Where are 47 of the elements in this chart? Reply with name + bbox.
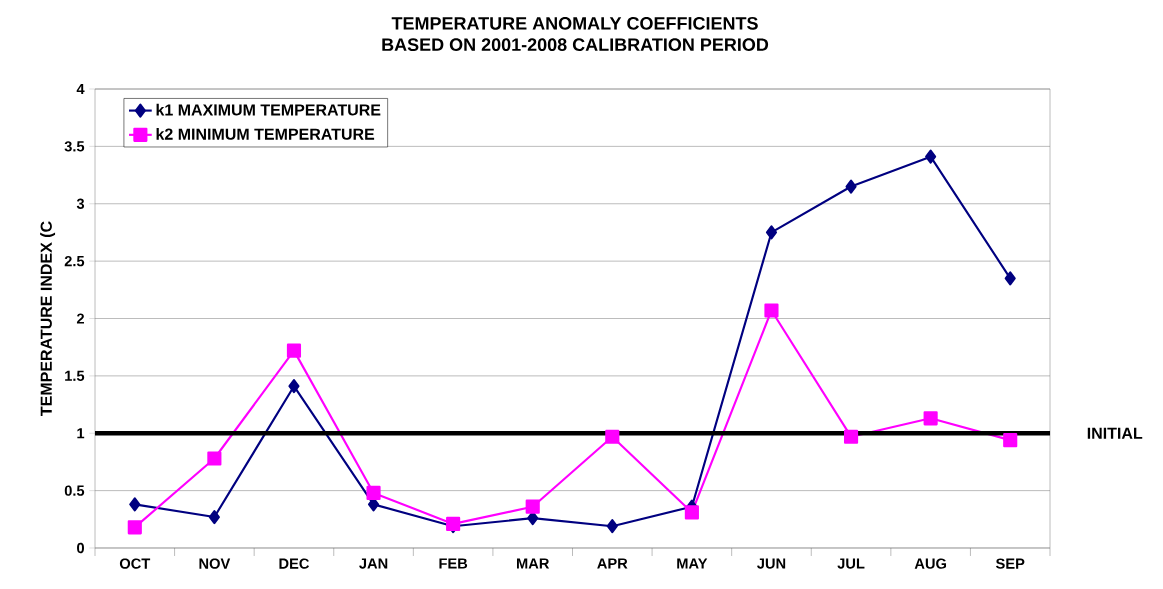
point (127, 520, 142, 535)
x-tick-label: MAY (677, 558, 708, 569)
point (366, 485, 381, 500)
x-tick-label: NOV (199, 558, 231, 569)
point (288, 379, 300, 394)
point (764, 303, 779, 318)
legend-label: k1 MAXIMUM TEMPERATURE (156, 103, 381, 116)
x-tick-label: APR (597, 558, 628, 569)
point (208, 509, 220, 525)
x-tick-label: JUL (837, 558, 865, 569)
point (207, 451, 222, 466)
point (286, 343, 302, 358)
y-tick-label: 3 (76, 198, 85, 209)
y-tick-label: 3.5 (64, 141, 85, 152)
point (684, 505, 699, 520)
x-tick-label: MAR (517, 558, 550, 569)
point (925, 149, 937, 164)
x-tick-label: DEC (279, 558, 310, 569)
chart-subtitle: BASED ON 2001-2008 CALIBRATION PERIOD (382, 38, 769, 52)
y-tick-label: 1 (77, 428, 85, 439)
y-tick-label: 0 (77, 542, 84, 554)
point (843, 429, 859, 444)
point (605, 429, 620, 444)
point (845, 179, 857, 194)
y-axis-title: TEMPERATURE INDEX (C (40, 221, 56, 416)
y-tick-label: 0.5 (64, 485, 85, 496)
x-tick-label: FEB (439, 558, 468, 569)
ref-line-label: INITIAL (1087, 427, 1143, 439)
x-tick-label: AUG (914, 558, 947, 569)
x-tick-label: JUN (757, 558, 786, 569)
x-tick-label: SEP (995, 558, 1025, 569)
y-tick-label: 1.5 (65, 370, 85, 381)
y-tick-label: 2 (76, 313, 85, 324)
point (527, 511, 539, 526)
point (606, 519, 618, 534)
point (525, 499, 540, 514)
point (923, 411, 938, 426)
x-tick-label: JAN (359, 558, 388, 569)
point (129, 497, 141, 512)
x-tick-label: OCT (119, 558, 151, 569)
point (1003, 433, 1018, 448)
legend-label: k2 MINIMUM TEMPERATURE (156, 128, 375, 140)
y-tick-label: 4 (76, 83, 85, 95)
chart-title: TEMPERATURE ANOMALY COEFFICIENTS (391, 16, 758, 30)
point (1004, 271, 1016, 286)
point (765, 225, 778, 240)
y-tick-label: 2.5 (64, 255, 85, 267)
